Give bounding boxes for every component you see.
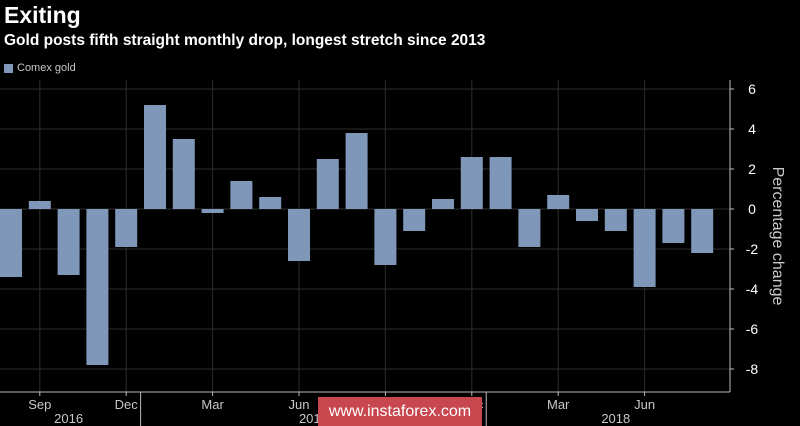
bar [547,195,570,209]
year-label: 2016 [54,411,83,426]
y-tick-label: 6 [748,81,756,97]
bar [662,209,685,243]
bar [28,201,51,209]
bar [201,209,224,213]
y-tick-label: 2 [748,161,756,177]
bar [230,181,253,209]
bar [115,209,138,247]
x-tick-label: Jun [289,397,310,412]
bar [691,209,714,253]
bar [144,105,166,209]
bar [316,159,339,209]
grid-lines [0,80,730,392]
bar [604,209,627,231]
bar [403,209,426,231]
y-tick-label: -8 [746,361,759,377]
bar [518,209,541,247]
x-tick-label: Mar [547,397,570,412]
bar [172,139,195,209]
bar [0,209,22,277]
bar [633,209,656,287]
bar [489,157,512,209]
bar [57,209,80,275]
year-label: 2018 [601,411,630,426]
x-tick-label: Jun [634,397,655,412]
bar [460,157,483,209]
bars [0,105,714,365]
chart-title: Exiting [4,2,81,28]
x-tick-label: Dec [115,397,139,412]
bar [576,209,598,221]
legend-swatch [4,63,13,73]
bar [86,209,109,365]
tick-labels: 6420-2-4-6-8SepDecMarJunSepDecMarJun2016… [28,81,786,426]
watermark: www.instaforex.com [318,397,482,426]
bar [374,209,397,265]
y-axis-label: Percentage change [769,167,786,306]
y-tick-label: 0 [748,201,756,217]
bar [259,197,282,209]
legend-label: Comex gold [17,62,76,74]
bar [288,209,310,261]
y-tick-label: -6 [746,321,759,337]
legend: Comex gold [4,62,76,74]
y-tick-label: 4 [748,121,756,137]
x-tick-label: Sep [28,397,51,412]
bar [432,199,454,209]
axes [0,80,734,426]
chart-subtitle: Gold posts fifth straight monthly drop, … [4,32,486,49]
x-tick-label: Mar [201,397,224,412]
y-tick-label: -2 [746,241,759,257]
y-tick-label: -4 [746,281,759,297]
bar [345,133,368,209]
